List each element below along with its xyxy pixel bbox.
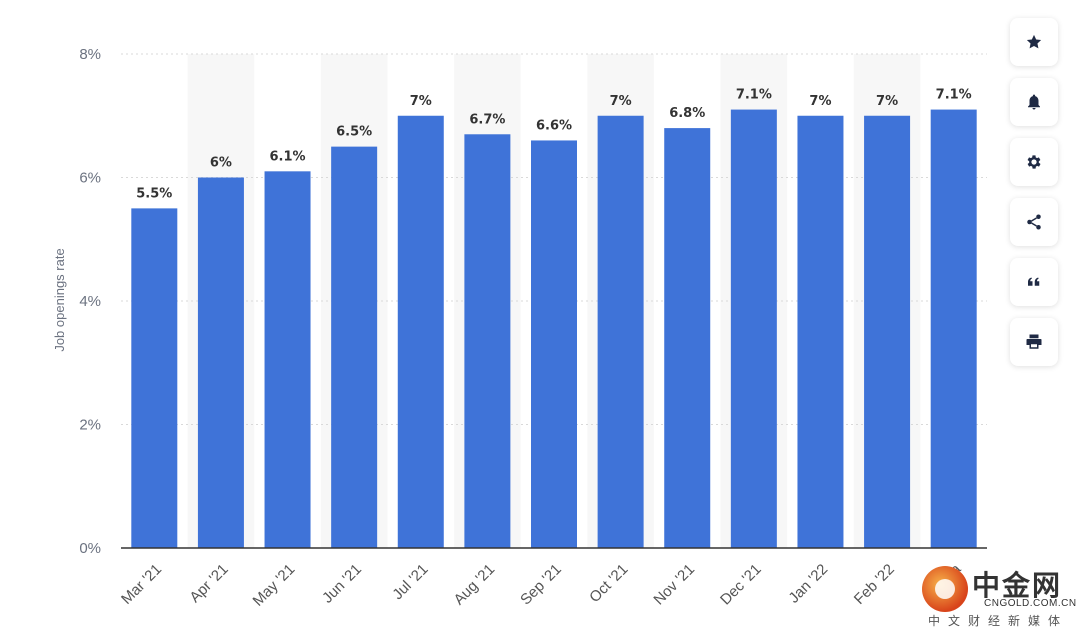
share-icon [1027,214,1041,230]
x-tick-label: Mar '21 [118,561,165,608]
cite-button[interactable] [1010,258,1058,306]
data-label: 6.5% [336,125,372,140]
share-button[interactable] [1010,198,1058,246]
y-tick-label: 8% [79,46,101,63]
watermark-title: 中金网 [972,569,1063,602]
bar[interactable] [864,115,911,548]
x-tick-label: Aug '21 [451,561,499,609]
bar[interactable] [531,140,577,548]
print-button[interactable] [1010,318,1058,366]
watermark-url: CNGOLD.COM.CN [984,598,1077,609]
value-labels: 5.5% 6% 6.1% 6.5% 7% 6.7% 6.6% 7% 6.8% 7.1% 7% 7% 7.… [136,88,971,202]
x-tick-label: May '21 [250,561,299,610]
notification-button[interactable] [1010,78,1058,126]
bar[interactable] [131,208,178,548]
gear-icon [1027,155,1041,169]
bar[interactable] [597,115,644,548]
bar[interactable] [197,177,244,549]
bar[interactable] [331,146,378,548]
data-label: 6.7% [469,112,505,127]
data-label: 7% [876,94,898,109]
watermark-logo: 中金网 CNGOLD.COM.CN 中文财经新媒体 [922,562,1076,632]
x-tick-label: Jun '21 [319,561,365,607]
data-label: 7% [410,94,432,109]
settings-button[interactable] [1010,138,1058,186]
data-label: 5.5% [136,186,172,201]
y-axis-ticks: 0% 2% 4% 6% 8% [79,46,101,557]
y-tick-label: 4% [79,293,101,310]
x-tick-label: Dec '21 [717,561,765,609]
quote-icon [1028,277,1040,286]
bar[interactable] [264,171,311,548]
data-label: 6% [210,156,232,171]
bar[interactable] [730,109,777,548]
chart-toolbar [1010,18,1058,378]
data-label: 7% [809,94,831,109]
printer-icon [1026,334,1042,349]
bar[interactable] [397,115,444,548]
data-label: 6.1% [270,149,306,164]
x-tick-label: Jan '22 [785,561,831,607]
x-tick-label: Nov '21 [650,561,698,609]
bar-chart: 0% 2% 4% 6% 8% Job openings rate 5.5% 6% 6.1% 6… [52,46,987,610]
bar[interactable] [797,115,844,548]
logo-icon [922,566,968,612]
data-label: 7.1% [736,88,772,103]
data-label: 7.1% [936,88,972,103]
x-tick-label: Apr '21 [186,561,231,606]
bars [131,109,977,549]
star-icon [1026,34,1042,49]
y-tick-label: 2% [79,417,101,434]
bar[interactable] [464,134,511,548]
y-tick-label: 6% [79,170,101,187]
y-tick-label: 0% [79,540,101,557]
data-label: 6.6% [536,118,572,133]
bar[interactable] [664,128,711,548]
x-axis-labels: Mar '21 Apr '21 May '21 Jun '21 Jul '21 Aug '… [118,560,965,609]
y-axis-title: Job openings rate [52,248,67,351]
favorite-button[interactable] [1010,18,1058,66]
x-tick-label: Feb '22 [851,561,898,608]
x-tick-label: Oct '21 [586,561,631,606]
data-label: 7% [610,94,632,109]
watermark-subtitle: 中文财经新媒体 [928,614,1069,628]
data-label: 6.8% [669,106,705,121]
x-tick-label: Jul '21 [389,561,431,603]
x-tick-label: Sep '21 [517,561,565,609]
bell-icon [1028,94,1040,110]
bar[interactable] [930,109,977,548]
